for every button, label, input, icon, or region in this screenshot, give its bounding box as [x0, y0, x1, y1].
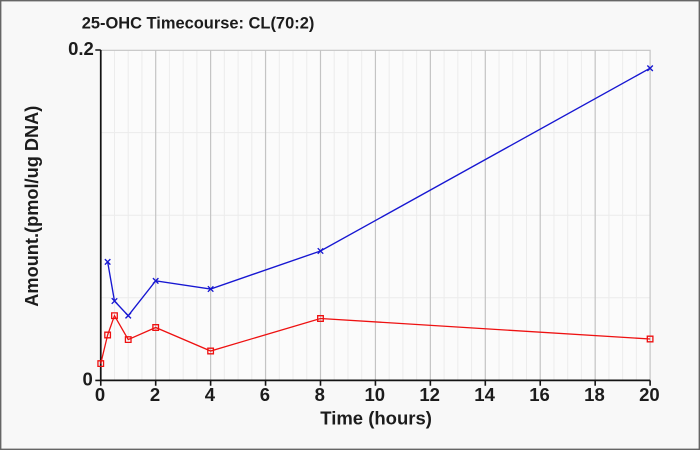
svg-text:8: 8 — [315, 384, 325, 405]
svg-text:6: 6 — [260, 384, 270, 405]
svg-text:10: 10 — [364, 384, 385, 405]
svg-text:18: 18 — [584, 384, 605, 405]
svg-text:25-OHC Timecourse: CL(70:2): 25-OHC Timecourse: CL(70:2) — [82, 14, 315, 32]
svg-text:16: 16 — [529, 384, 550, 405]
svg-text:Time (hours): Time (hours) — [320, 407, 432, 428]
svg-text:2: 2 — [150, 384, 160, 405]
svg-text:14: 14 — [474, 384, 495, 405]
svg-text:0.2: 0.2 — [68, 38, 94, 59]
svg-text:0: 0 — [83, 368, 93, 389]
svg-text:0: 0 — [95, 384, 105, 405]
svg-text:20: 20 — [639, 384, 660, 405]
svg-text:4: 4 — [205, 384, 216, 405]
svg-text:Amount.(pmol/ug DNA): Amount.(pmol/ug DNA) — [22, 106, 42, 307]
svg-text:12: 12 — [419, 384, 440, 405]
